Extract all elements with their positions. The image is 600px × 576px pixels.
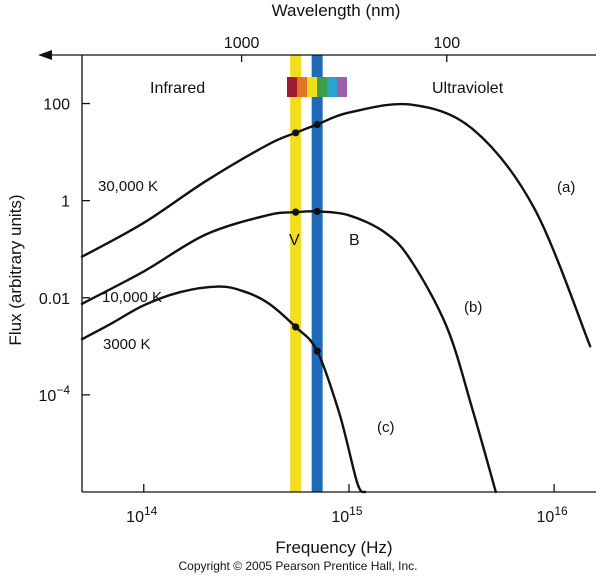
spectrum-swatch <box>337 77 347 97</box>
curve-a <box>80 102 592 348</box>
spectrum-swatch <box>297 77 307 97</box>
filter-band-b <box>311 55 323 492</box>
y-tick-label: 0.01 <box>39 291 70 308</box>
band-crossing-marker <box>313 207 321 216</box>
curve-b <box>80 210 497 494</box>
band-crossing-marker <box>292 323 300 331</box>
band-crossing-marker <box>313 347 321 355</box>
band-crossing-marker <box>313 120 321 129</box>
top-axis-arrowhead <box>38 50 52 60</box>
y-tick-label: 10−4 <box>39 383 71 405</box>
curve-c <box>80 285 367 494</box>
spectrum-swatch <box>327 77 337 97</box>
top-axis-title: Wavelength (nm) <box>272 1 401 20</box>
spectrum-swatch <box>287 77 297 97</box>
y-axis-title: Flux (arbitrary units) <box>6 194 25 345</box>
x-tick-label: 1014 <box>126 504 157 526</box>
band-crossing-marker <box>292 208 300 216</box>
band-crossing-marker <box>292 129 300 137</box>
top-tick-label: 1000 <box>224 35 260 52</box>
y-tick-label: 100 <box>43 97 70 114</box>
b-band-label: B <box>349 232 360 249</box>
spectrum-swatch <box>317 77 327 97</box>
y-tick-label: 1 <box>61 194 70 211</box>
ultraviolet-label: Ultraviolet <box>432 80 504 97</box>
x-tick-label: 1015 <box>331 504 362 526</box>
curve-c-tag: (c) <box>377 419 395 436</box>
curve-b-name: 10,000 K <box>102 289 162 306</box>
spectrum-swatch <box>307 77 317 97</box>
filter-band-v <box>290 55 302 492</box>
v-band-label: V <box>289 232 300 249</box>
curve-a-name: 30,000 K <box>98 178 158 195</box>
top-tick-label: 100 <box>433 35 460 52</box>
curve-c-name: 3000 K <box>103 336 151 353</box>
x-tick-label: 1016 <box>537 504 568 526</box>
curve-b-tag: (b) <box>464 299 482 316</box>
x-axis-title: Frequency (Hz) <box>275 538 392 557</box>
infrared-label: Infrared <box>150 80 205 97</box>
copyright-notice: Copyright © 2005 Pearson Prentice Hall, … <box>179 559 418 573</box>
curve-a-tag: (a) <box>557 179 575 196</box>
